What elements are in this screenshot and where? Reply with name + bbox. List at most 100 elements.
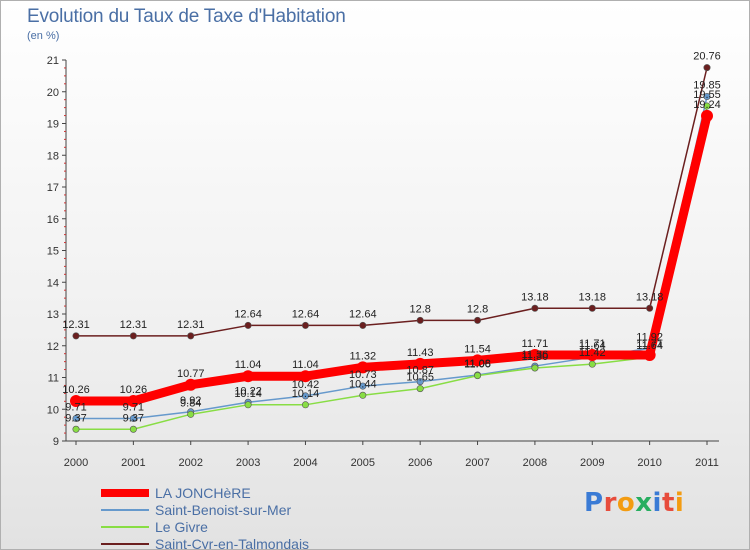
y-tick-label: 17 — [47, 182, 59, 194]
data-label: 11.71 — [636, 338, 663, 350]
y-tick-label: 13 — [47, 309, 59, 321]
legend-label: Saint-Benoist-sur-Mer — [155, 502, 292, 518]
data-point — [474, 316, 482, 324]
data-point — [471, 354, 484, 367]
data-point — [528, 348, 541, 361]
data-label: 10.73 — [349, 369, 377, 381]
y-tick-label: 16 — [47, 214, 59, 226]
data-point — [474, 372, 482, 380]
data-label: 10.26 — [120, 384, 148, 396]
data-label: 11.32 — [349, 350, 376, 362]
data-label: 9.37 — [123, 412, 144, 424]
x-tick-label: 2003 — [236, 457, 260, 469]
x-tick-label: 2004 — [293, 457, 317, 469]
legend-item: LA JONCHèRE — [101, 485, 401, 502]
brand-letter: P — [584, 488, 604, 518]
brand-letter: t — [661, 488, 675, 518]
data-label: 12.31 — [62, 319, 90, 331]
x-tick-label: 2005 — [351, 457, 375, 469]
data-point — [244, 401, 252, 409]
data-label: 10.14 — [234, 388, 262, 400]
data-label: 12.64 — [349, 308, 377, 320]
y-tick-label: 21 — [47, 55, 59, 67]
data-label: 10.14 — [292, 388, 320, 400]
y-tick-label: 11 — [48, 373, 59, 385]
legend-label: Saint-Cyr-en-Talmondais — [155, 536, 310, 550]
y-tick-label: 20 — [47, 87, 59, 99]
data-label: 10.22 — [234, 385, 262, 397]
data-label: 11.71 — [579, 338, 606, 350]
legend-label: LA JONCHèRE — [155, 485, 251, 501]
series-line-saint-benoist-sur-mer — [75, 95, 708, 420]
chart-title: Evolution du Taux de Taxe d'Habitation — [27, 6, 346, 27]
y-tick-label: 10 — [47, 404, 59, 416]
data-label: 10.77 — [177, 368, 205, 380]
legend-label: Le Givre — [155, 519, 208, 535]
legend-item: Saint-Cyr-en-Talmondais — [101, 536, 401, 550]
x-tick-label: 2009 — [580, 457, 604, 469]
data-label: 11.54 — [464, 343, 491, 355]
data-point — [129, 332, 137, 340]
data-label: 9.37 — [65, 412, 86, 424]
data-point — [703, 93, 711, 101]
data-point — [301, 401, 309, 409]
data-label: 12.31 — [120, 319, 148, 331]
data-label: 13.18 — [521, 291, 549, 303]
data-point — [72, 414, 80, 422]
data-point — [586, 348, 599, 361]
data-label: 10.44 — [349, 378, 377, 390]
data-point — [242, 370, 255, 383]
data-label: 10.87 — [406, 365, 434, 377]
brand-letter: x — [635, 488, 653, 518]
data-label: 11.92 — [636, 331, 663, 343]
series-line-la-jonch-re — [71, 111, 712, 406]
data-point — [643, 348, 656, 361]
data-point — [127, 394, 140, 407]
brand-letter: r — [603, 488, 617, 518]
data-point — [588, 304, 596, 312]
data-label: 10.26 — [62, 384, 90, 396]
y-tick-label: 19 — [47, 119, 59, 131]
data-label: 11.04 — [235, 359, 262, 371]
brand-letter: i — [674, 488, 685, 518]
x-tick-label: 2011 — [695, 457, 719, 469]
data-point — [356, 361, 369, 374]
legend-swatch — [101, 509, 149, 511]
data-point — [416, 316, 424, 324]
y-tick-label: 12 — [47, 341, 59, 353]
data-label: 12.31 — [177, 319, 205, 331]
data-point — [416, 385, 424, 393]
data-label: 12.8 — [467, 303, 488, 315]
data-point — [359, 391, 367, 399]
data-label: 13.18 — [579, 291, 607, 303]
data-label: 13.18 — [636, 291, 664, 303]
data-label: 11.64 — [579, 340, 606, 352]
data-label: 9.84 — [180, 397, 201, 409]
data-point — [72, 425, 80, 433]
data-point — [129, 414, 137, 422]
data-point — [359, 321, 367, 329]
unit-label: (en %) — [27, 30, 60, 42]
legend: LA JONCHèRE Saint-Benoist-sur-Mer Le Givre… — [101, 485, 401, 550]
data-label: 10.65 — [406, 372, 434, 384]
data-point — [187, 332, 195, 340]
data-label: 9.71 — [65, 401, 86, 413]
data-point — [531, 364, 539, 372]
data-label: 11.08 — [464, 358, 491, 370]
legend-item: Le Givre — [101, 519, 401, 536]
data-label: 11.30 — [522, 351, 549, 363]
data-point — [531, 304, 539, 312]
x-tick-label: 2007 — [465, 457, 489, 469]
data-point — [588, 360, 596, 368]
data-label: 20.76 — [693, 51, 721, 63]
data-label: 11.36 — [522, 349, 549, 361]
data-point — [416, 378, 424, 386]
legend-swatch — [101, 489, 149, 497]
x-tick-label: 2001 — [121, 457, 145, 469]
data-point — [244, 321, 252, 329]
data-label: 9.92 — [180, 395, 201, 407]
data-label: 19.24 — [693, 99, 721, 111]
data-label: 12.64 — [292, 308, 320, 320]
y-tick-label: 18 — [47, 150, 59, 162]
